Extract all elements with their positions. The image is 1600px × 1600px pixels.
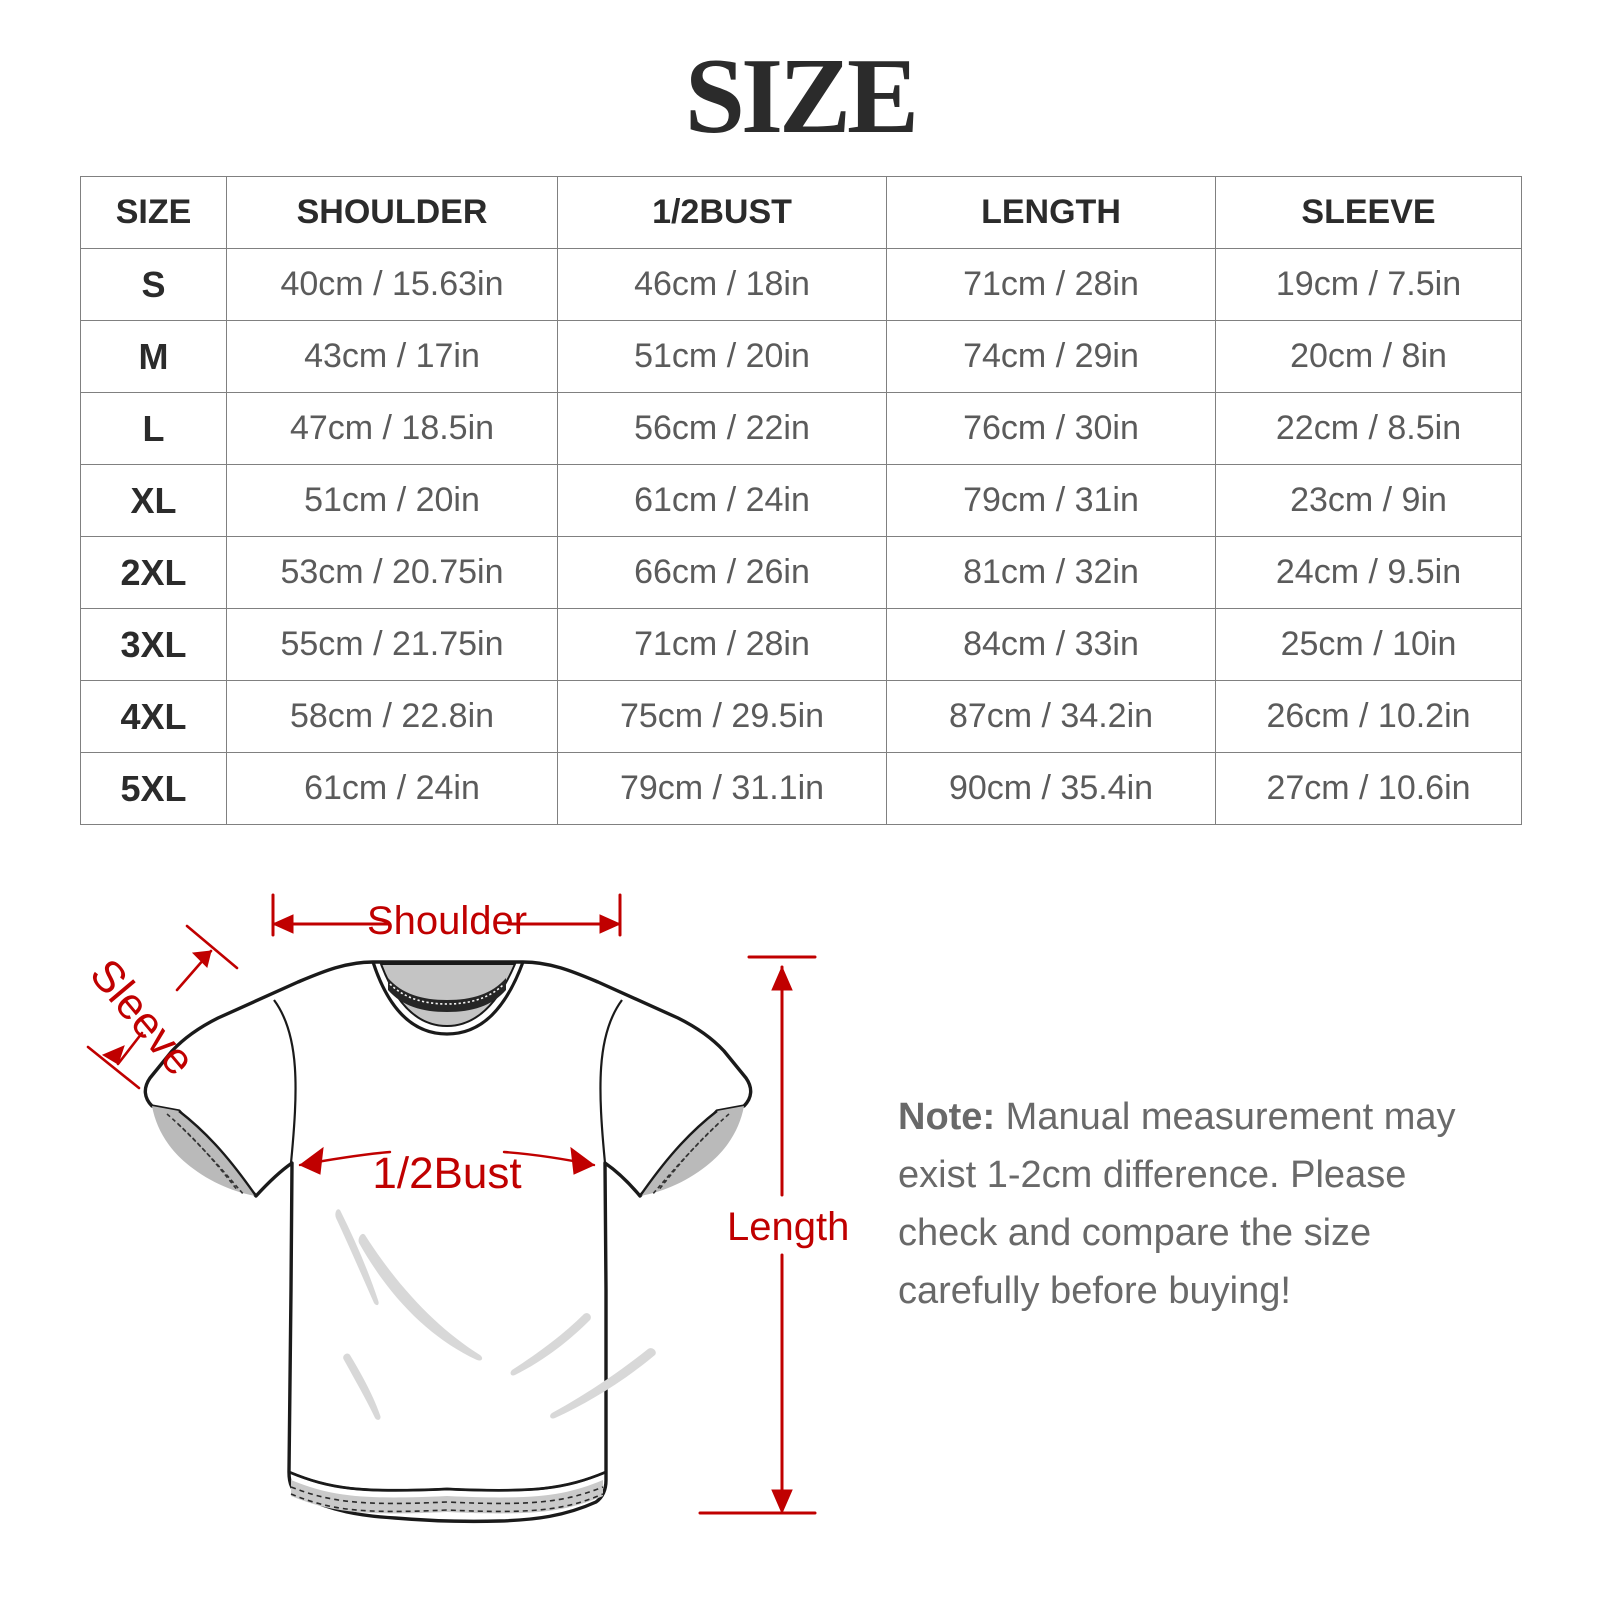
svg-text:Shoulder: Shoulder xyxy=(367,899,527,943)
svg-text:1/2Bust: 1/2Bust xyxy=(372,1149,521,1198)
svg-text:Sleeve: Sleeve xyxy=(80,950,204,1085)
svg-text:Length: Length xyxy=(727,1205,849,1249)
